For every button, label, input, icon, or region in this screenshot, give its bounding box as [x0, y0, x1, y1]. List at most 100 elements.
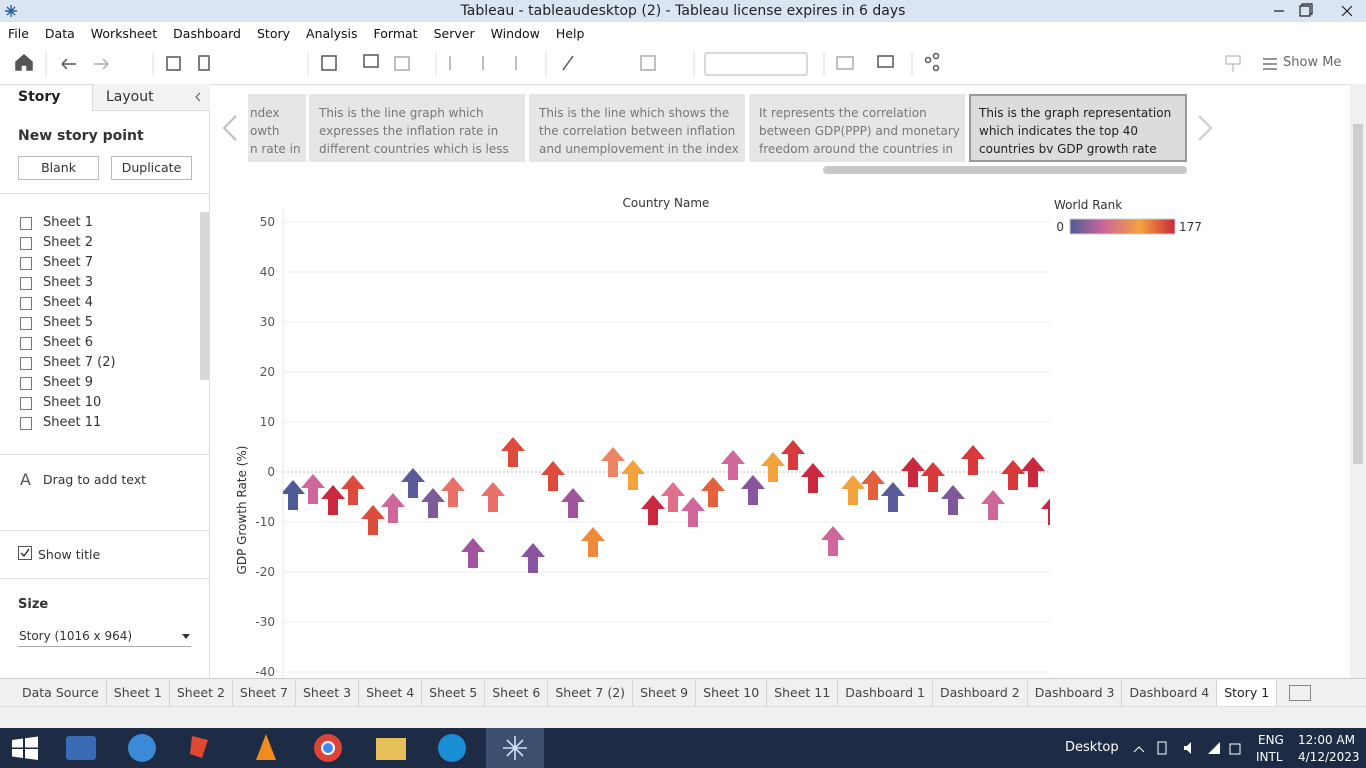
story-scrollbar[interactable] — [823, 166, 1187, 174]
sheet-tab[interactable]: Sheet 1 — [107, 680, 170, 706]
arrow-mark[interactable] — [381, 493, 405, 523]
sheet-item[interactable]: Sheet 1 — [43, 215, 93, 230]
menu-item[interactable]: Server — [433, 25, 475, 41]
story-point[interactable]: This is the line graph which expresses th… — [309, 94, 525, 162]
arrow-mark[interactable] — [581, 527, 605, 557]
sheet-tab[interactable]: Sheet 9 — [633, 680, 697, 706]
sheet-item[interactable]: Sheet 5 — [43, 315, 93, 330]
menu-item[interactable]: Worksheet — [90, 25, 158, 41]
sheet-tab[interactable]: Sheet 5 — [422, 680, 486, 706]
menu-item[interactable]: Dashboard — [173, 25, 241, 41]
story-point[interactable]: It represents the correlation between GDP… — [749, 94, 965, 162]
lang-layout[interactable]: INTL — [1256, 750, 1283, 764]
arrow-mark[interactable] — [621, 460, 645, 490]
arrow-mark[interactable] — [801, 463, 825, 493]
menu-item[interactable]: Analysis — [306, 25, 358, 41]
arrow-mark[interactable] — [281, 480, 305, 510]
sheet-tab[interactable]: Sheet 7 (2) — [548, 680, 634, 706]
menu-item[interactable]: Story — [256, 25, 291, 41]
sheet-tab[interactable]: Data Source — [0, 680, 107, 706]
show-title-checkbox[interactable] — [18, 546, 33, 561]
clock-date[interactable]: 4/12/2023 — [1298, 750, 1360, 764]
arrow-mark[interactable] — [441, 477, 465, 507]
sheet-item[interactable]: Sheet 7 — [43, 255, 93, 270]
sheet-tab[interactable]: Story 1 — [1217, 680, 1278, 706]
story-next[interactable] — [1195, 112, 1215, 144]
blank-button[interactable]: Blank — [18, 156, 99, 180]
arrow-mark[interactable] — [481, 482, 505, 512]
arrow-mark[interactable] — [661, 482, 685, 512]
arrow-mark[interactable] — [761, 452, 785, 482]
arrow-mark[interactable] — [741, 475, 765, 505]
menu-item[interactable]: Window — [490, 25, 540, 41]
clock-time[interactable]: 12:00 AM — [1298, 733, 1355, 747]
sheet-tab[interactable]: Dashboard 4 — [1122, 680, 1218, 706]
arrow-mark[interactable] — [541, 461, 565, 491]
show-me[interactable]: Show Me — [1283, 55, 1342, 70]
sheet-tab[interactable]: Sheet 11 — [767, 680, 839, 706]
sheet-tab[interactable]: Sheet 4 — [359, 680, 423, 706]
story-point[interactable]: This is the graph representation which in… — [969, 94, 1187, 162]
taskbar-apps[interactable] — [0, 728, 560, 768]
duplicate-button[interactable]: Duplicate — [111, 156, 192, 180]
sheet-tab[interactable]: Sheet 7 — [233, 680, 296, 706]
arrow-mark[interactable] — [521, 543, 545, 573]
desktop-toolbar[interactable]: Desktop — [1065, 740, 1119, 755]
story-point[interactable]: ndex owth n rate in — [248, 94, 306, 162]
arrow-mark[interactable] — [321, 485, 345, 515]
arrow-mark[interactable] — [941, 485, 965, 515]
arrow-mark[interactable] — [361, 505, 385, 535]
arrow-mark[interactable] — [921, 462, 945, 492]
format-painter[interactable] — [1222, 52, 1252, 76]
arrow-mark[interactable] — [701, 477, 725, 507]
arrow-mark[interactable] — [601, 447, 625, 477]
sheet-item[interactable]: Sheet 2 — [43, 235, 93, 250]
menu-item[interactable]: File — [8, 25, 29, 41]
arrow-mark[interactable] — [841, 475, 865, 505]
sheet-item[interactable]: Sheet 7 (2) — [43, 355, 116, 370]
collapse[interactable] — [193, 92, 203, 102]
arrow-mark[interactable] — [881, 482, 905, 512]
story-point[interactable]: This is the line which shows the the corr… — [529, 94, 745, 162]
story-tab[interactable]: Story — [0, 84, 92, 112]
menu-item[interactable]: Format — [373, 25, 418, 41]
arrow-mark[interactable] — [861, 470, 885, 500]
story-prev[interactable] — [220, 112, 240, 144]
arrow-mark[interactable] — [981, 490, 1005, 520]
sheet-tab[interactable]: Sheet 6 — [485, 680, 549, 706]
arrow-mark[interactable] — [681, 497, 705, 527]
vertical-scrollbar[interactable] — [1350, 84, 1366, 678]
scroll-thumb[interactable] — [1353, 124, 1363, 464]
arrow-mark[interactable] — [721, 450, 745, 480]
layout-tab[interactable]: Layout — [92, 84, 210, 111]
show-me-icon[interactable] — [1262, 56, 1278, 72]
sheet-tab[interactable]: Sheet 2 — [170, 680, 233, 706]
arrow-mark[interactable] — [461, 538, 485, 568]
drag-text[interactable]: Drag to add text — [43, 472, 147, 487]
menu-item[interactable]: Help — [555, 25, 585, 41]
new-sheet[interactable] — [1289, 685, 1312, 701]
sheet-item[interactable]: Sheet 6 — [43, 335, 93, 350]
sheet-item[interactable]: Sheet 9 — [43, 375, 93, 390]
toolbar-icons[interactable] — [0, 44, 1200, 84]
sheet-tab[interactable]: Dashboard 1 — [838, 680, 933, 706]
arrow-mark[interactable] — [421, 488, 445, 518]
sheet-item[interactable]: Sheet 3 — [43, 275, 93, 290]
lang[interactable]: ENG — [1258, 733, 1284, 747]
sheet-tab[interactable]: Dashboard 2 — [933, 680, 1028, 706]
arrow-mark[interactable] — [401, 468, 425, 498]
sheet-tab[interactable]: Sheet 3 — [296, 680, 360, 706]
size-dropdown[interactable]: Story (1016 x 964) — [18, 628, 191, 647]
arrow-mark[interactable] — [821, 526, 845, 556]
arrow-mark[interactable] — [781, 440, 805, 470]
tray-icons[interactable] — [1132, 738, 1252, 758]
arrow-mark[interactable] — [1021, 457, 1045, 487]
arrow-mark[interactable] — [641, 495, 665, 525]
arrow-mark[interactable] — [561, 488, 585, 518]
arrow-mark[interactable] — [901, 457, 925, 487]
arrow-mark[interactable] — [1001, 460, 1025, 490]
arrow-mark[interactable] — [501, 437, 525, 467]
sheet-item[interactable]: Sheet 4 — [43, 295, 93, 310]
sheet-item[interactable]: Sheet 10 — [43, 395, 102, 410]
arrow-mark[interactable] — [1041, 495, 1065, 525]
